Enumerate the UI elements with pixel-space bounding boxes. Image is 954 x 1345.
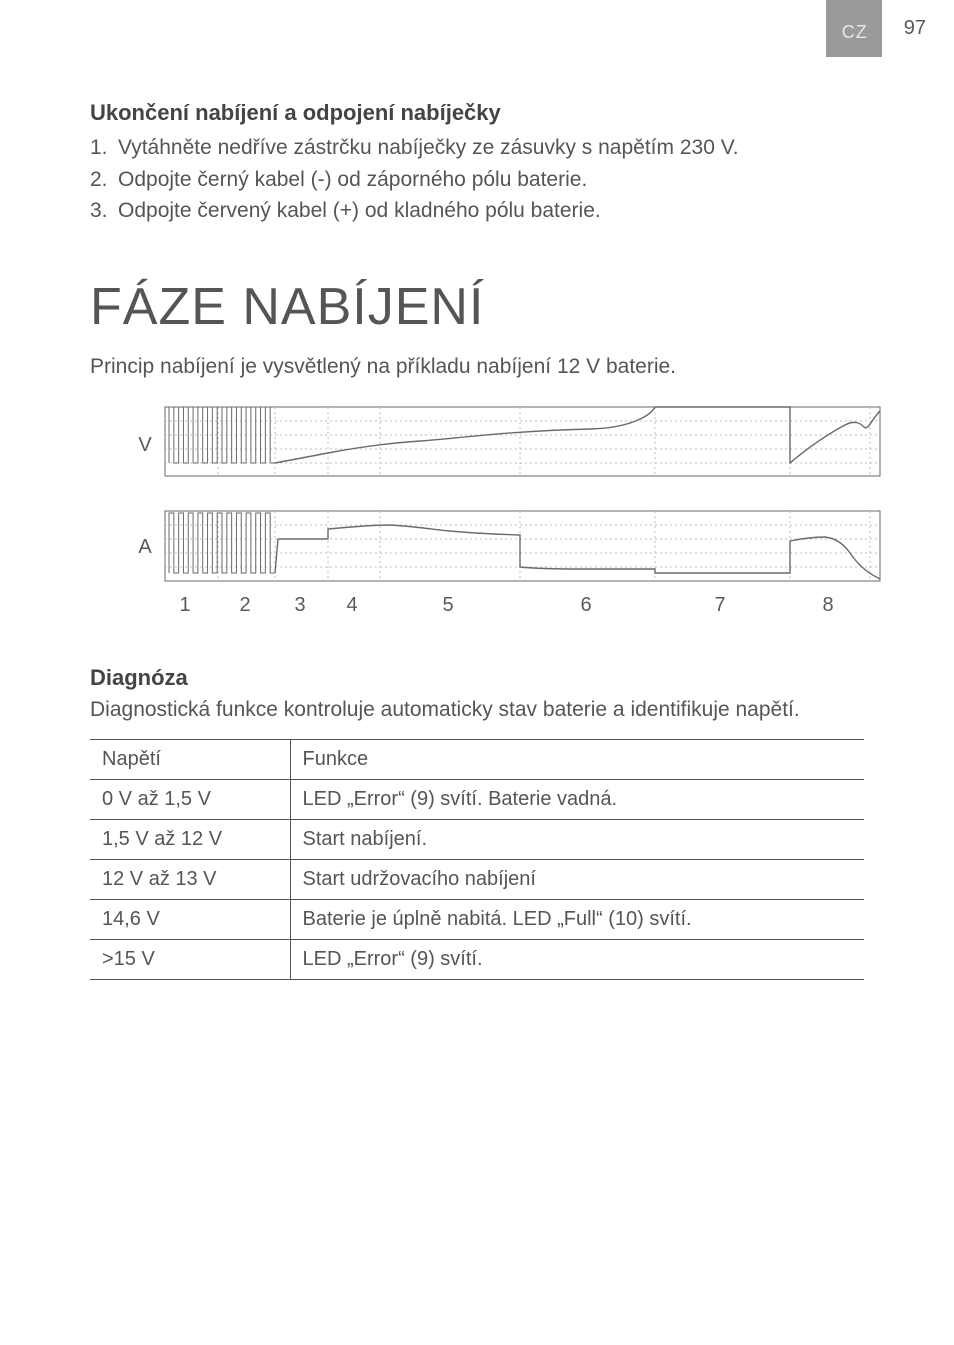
table-row: Napětí Funkce: [90, 739, 864, 779]
step-text: Odpojte černý kabel (-) od záporného pól…: [118, 164, 587, 196]
page-badge: CZ: [826, 0, 882, 57]
table-row: >15 V LED „Error“ (9) svítí.: [90, 939, 864, 979]
content: Ukončení nabíjení a odpojení nabíječky 1…: [0, 0, 954, 1020]
table-row: 12 V až 13 V Start udržovacího nabíjení: [90, 859, 864, 899]
table-header-cell: Napětí: [90, 739, 290, 779]
end-charging-heading: Ukončení nabíjení a odpojení nabíječky: [90, 100, 864, 126]
table-cell: Start udržovacího nabíjení: [290, 859, 864, 899]
step-number: 3.: [90, 195, 118, 227]
diagnosis-desc: Diagnostická funkce kontroluje automatic…: [90, 695, 864, 725]
table-cell: 1,5 V až 12 V: [90, 819, 290, 859]
svg-text:4: 4: [346, 594, 357, 616]
table-header-cell: Funkce: [290, 739, 864, 779]
diagnosis-table: Napětí Funkce 0 V až 1,5 V LED „Error“ (…: [90, 739, 864, 980]
svg-text:7: 7: [714, 594, 725, 616]
table-cell: 0 V až 1,5 V: [90, 779, 290, 819]
table-cell: LED „Error“ (9) svítí.: [290, 939, 864, 979]
svg-text:V: V: [138, 434, 152, 456]
table-row: 0 V až 1,5 V LED „Error“ (9) svítí. Bate…: [90, 779, 864, 819]
list-item: 2.Odpojte černý kabel (-) od záporného p…: [90, 164, 864, 196]
svg-text:5: 5: [442, 594, 453, 616]
table-row: 1,5 V až 12 V Start nabíjení.: [90, 819, 864, 859]
step-number: 1.: [90, 132, 118, 164]
step-text: Odpojte červený kabel (+) od kladného pó…: [118, 195, 601, 227]
step-number: 2.: [90, 164, 118, 196]
list-item: 3.Odpojte červený kabel (+) od kladného …: [90, 195, 864, 227]
charging-phases-chart: V A 1 2 3 4 5 6 7 8: [90, 401, 885, 629]
svg-text:8: 8: [822, 594, 833, 616]
table-cell: 14,6 V: [90, 899, 290, 939]
svg-text:3: 3: [294, 594, 305, 616]
table-cell: Start nabíjení.: [290, 819, 864, 859]
svg-text:1: 1: [179, 594, 190, 616]
list-item: 1.Vytáhněte nedříve zástrčku nabíječky z…: [90, 132, 864, 164]
svg-text:6: 6: [580, 594, 591, 616]
table-row: 14,6 V Baterie je úplně nabitá. LED „Ful…: [90, 899, 864, 939]
table-cell: LED „Error“ (9) svítí. Baterie vadná.: [290, 779, 864, 819]
end-charging-steps: 1.Vytáhněte nedříve zástrčku nabíječky z…: [90, 132, 864, 227]
page-title: FÁZE NABÍJENÍ: [90, 277, 864, 337]
page-number: 97: [882, 17, 954, 40]
table-cell: 12 V až 13 V: [90, 859, 290, 899]
table-cell: Baterie je úplně nabitá. LED „Full“ (10)…: [290, 899, 864, 939]
svg-text:2: 2: [239, 594, 250, 616]
intro-text: Princip nabíjení je vysvětlený na příkla…: [90, 355, 864, 379]
diagnosis-heading: Diagnóza: [90, 665, 864, 691]
table-cell: >15 V: [90, 939, 290, 979]
svg-text:A: A: [138, 536, 152, 558]
page-header: CZ 97: [826, 0, 954, 57]
step-text: Vytáhněte nedříve zástrčku nabíječky ze …: [118, 132, 739, 164]
